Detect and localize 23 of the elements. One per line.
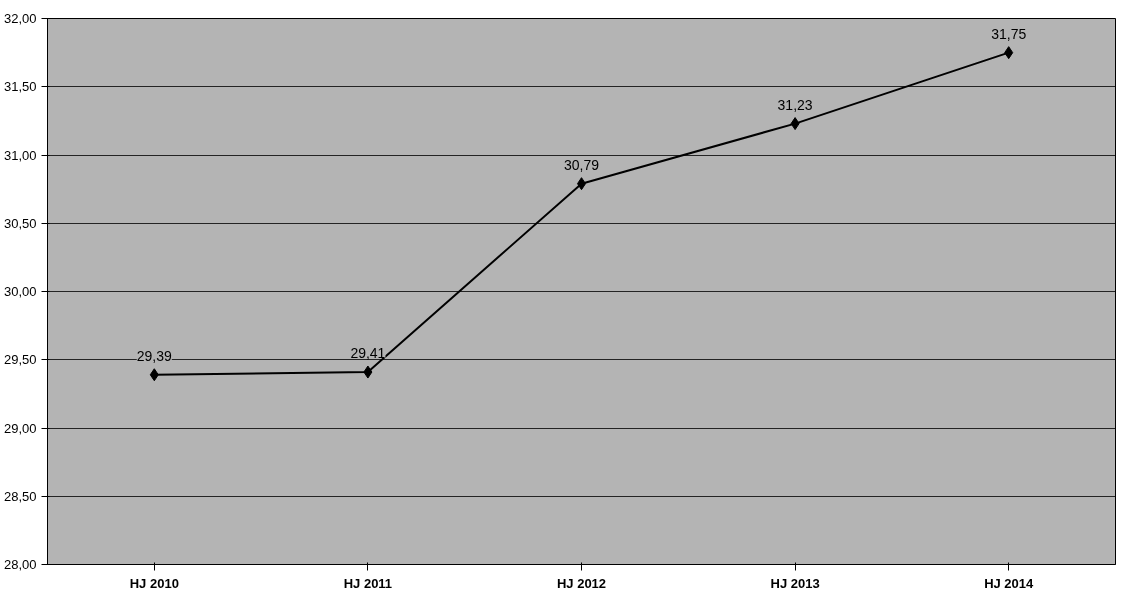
y-tick-label: 32,00	[3, 11, 37, 26]
point	[149, 368, 159, 382]
y-tick-label: 28,50	[3, 488, 37, 504]
data-label: 30,79	[563, 156, 600, 173]
y-tick-label: 28,00	[3, 557, 37, 572]
point	[363, 365, 373, 379]
x-tick-label: HJ 2012	[556, 575, 607, 591]
data-label: 29,39	[136, 347, 173, 364]
x-tick-label: HJ 2013	[770, 575, 820, 591]
data-label: 31,75	[991, 25, 1027, 42]
y-tick-label: 31,50	[3, 79, 37, 95]
data-label: 31,23	[777, 96, 813, 113]
x-tick-label: HJ 2014	[984, 575, 1035, 591]
data-label: 29,41	[350, 345, 386, 362]
x-tick-label: HJ 2010	[129, 575, 179, 591]
y-tick-label: 30,50	[3, 215, 37, 231]
y-tick-label: 29,00	[3, 420, 37, 436]
point	[1004, 46, 1014, 60]
point	[790, 117, 800, 131]
y-tick-label: 29,50	[3, 352, 37, 368]
y-tick-label: 31,00	[3, 147, 37, 163]
x-tick-label: HJ 2011	[343, 575, 393, 591]
y-tick-label: 30,00	[3, 284, 37, 299]
